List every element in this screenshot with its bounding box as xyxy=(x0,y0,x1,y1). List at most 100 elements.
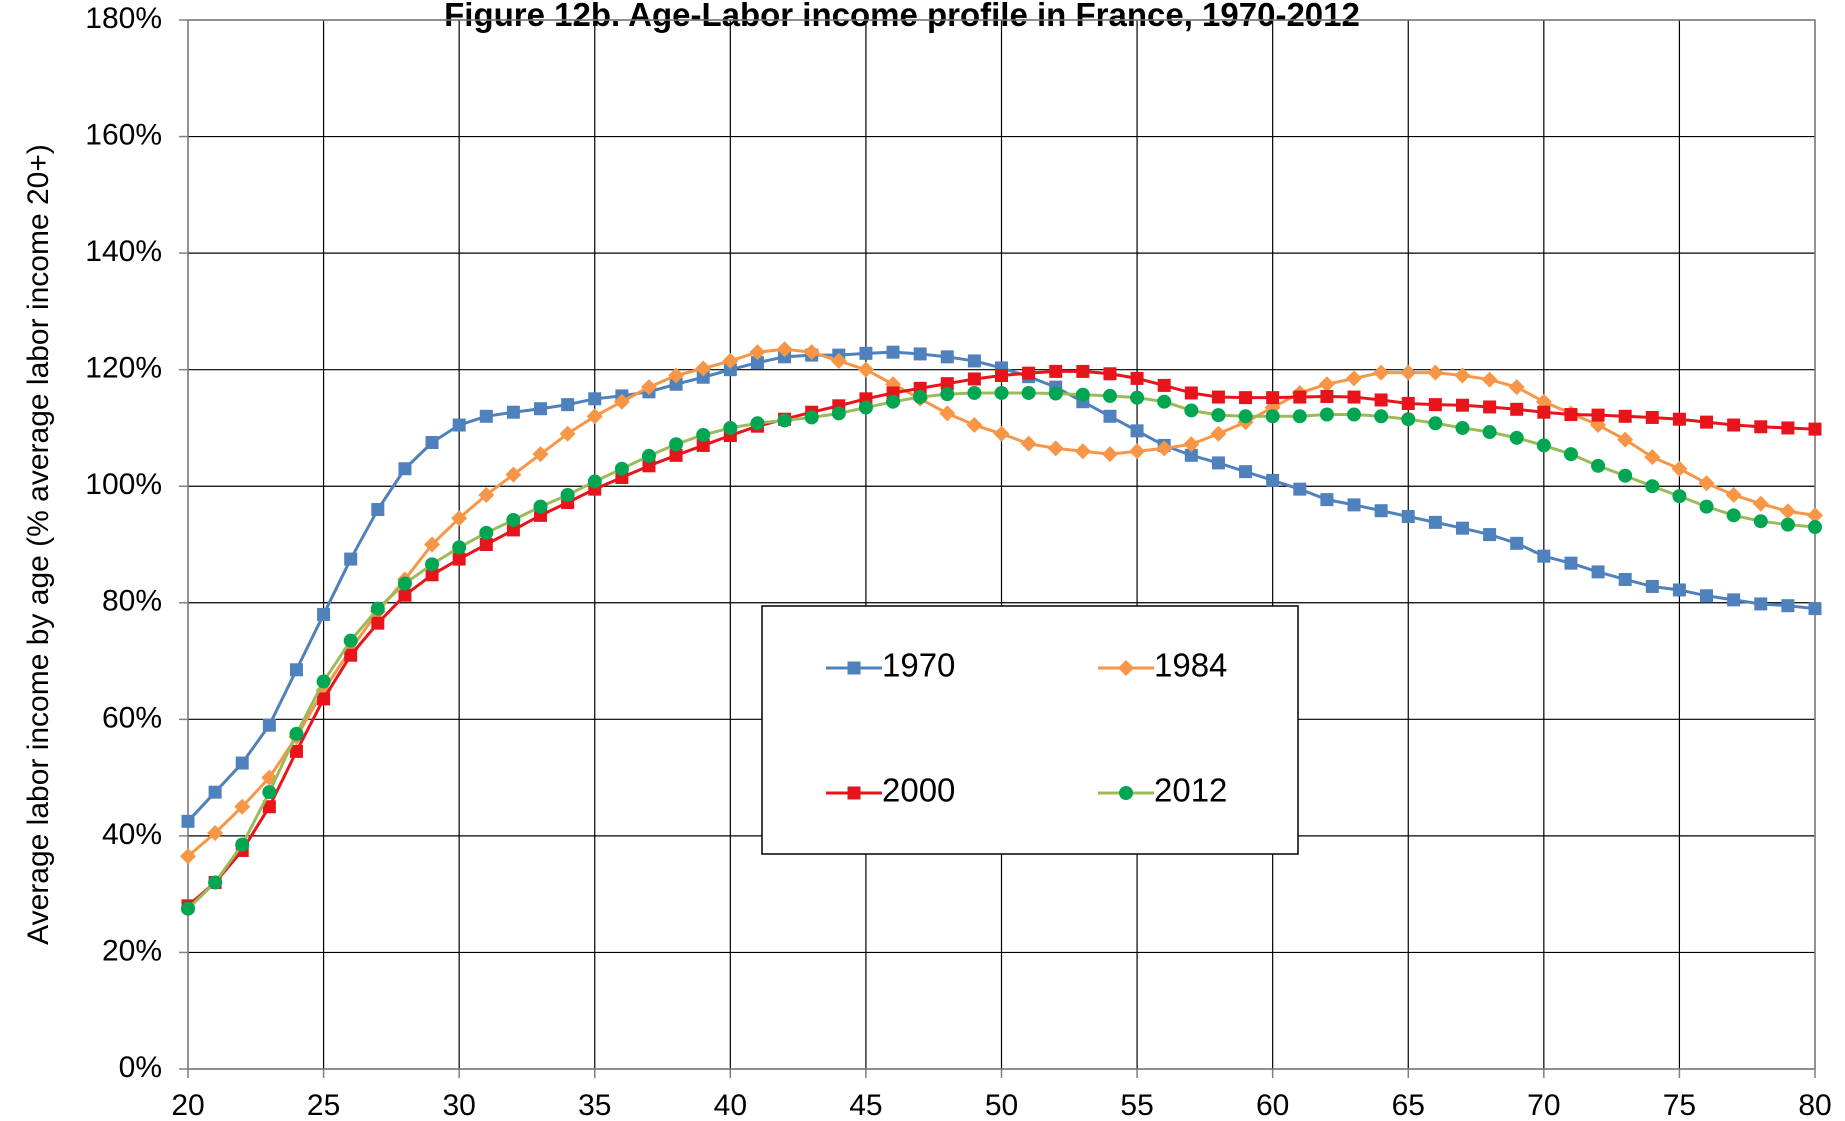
data-point-1984 xyxy=(668,367,685,384)
x-tick-label: 55 xyxy=(1120,1089,1153,1121)
data-point-1984 xyxy=(1346,370,1363,387)
data-point-1984 xyxy=(1671,460,1688,477)
data-point-2012 xyxy=(1211,408,1226,423)
data-point-2000 xyxy=(1727,418,1741,432)
data-point-1984 xyxy=(1752,495,1769,512)
data-point-1970 xyxy=(425,436,439,450)
legend-entry-1984: 1984 xyxy=(1098,647,1227,684)
data-point-2012 xyxy=(1672,489,1687,504)
chart-title: Figure 12b. Age-Labor income profile in … xyxy=(444,0,1360,33)
data-point-1984 xyxy=(613,393,630,410)
data-point-2012 xyxy=(804,410,819,425)
series-1984 xyxy=(180,341,1823,865)
data-point-2012 xyxy=(886,394,901,409)
data-point-1970 xyxy=(1510,536,1524,550)
data-point-2000 xyxy=(317,692,331,706)
data-point-2000 xyxy=(344,648,358,662)
data-point-2000 xyxy=(1564,408,1578,422)
data-point-2012 xyxy=(777,413,792,428)
data-point-2012 xyxy=(316,674,331,689)
data-point-2000 xyxy=(1700,415,1714,429)
data-point-2000 xyxy=(1672,412,1686,426)
data-point-1970 xyxy=(1184,448,1198,462)
data-point-1970 xyxy=(1781,599,1795,613)
data-point-1970 xyxy=(534,402,548,416)
y-axis-title: Average labor income by age (% average l… xyxy=(22,144,55,945)
data-point-1970 xyxy=(696,370,710,384)
data-point-2012 xyxy=(1645,479,1660,494)
data-point-2000 xyxy=(1808,422,1822,436)
data-point-1970 xyxy=(317,607,331,621)
data-point-1984 xyxy=(1318,376,1335,393)
data-point-1984 xyxy=(1698,475,1715,492)
y-tick-label: 60% xyxy=(102,701,162,734)
data-point-1984 xyxy=(505,466,522,483)
data-point-2000 xyxy=(1591,408,1605,422)
data-point-1970 xyxy=(1211,456,1225,470)
data-point-1970 xyxy=(1727,593,1741,607)
data-point-1970 xyxy=(371,503,385,517)
data-point-2000 xyxy=(1645,410,1659,424)
x-tick-label: 40 xyxy=(714,1089,747,1121)
data-point-2012 xyxy=(641,448,656,463)
data-point-2000 xyxy=(1103,367,1117,381)
data-point-2000 xyxy=(967,372,981,386)
data-point-2012 xyxy=(750,416,765,431)
data-point-1970 xyxy=(1428,515,1442,529)
y-tick-label: 40% xyxy=(102,818,162,851)
data-point-2000 xyxy=(1184,386,1198,400)
data-point-2000 xyxy=(1618,409,1632,423)
data-point-2012 xyxy=(1374,409,1389,424)
data-point-1970 xyxy=(1645,579,1659,593)
data-point-1984 xyxy=(722,352,739,369)
data-point-2012 xyxy=(343,633,358,648)
data-point-1984 xyxy=(1427,364,1444,381)
data-point-1970 xyxy=(588,392,602,406)
data-point-2000 xyxy=(425,568,439,582)
data-point-2000 xyxy=(1266,391,1280,405)
data-point-1970 xyxy=(669,377,683,391)
legend-swatch-marker xyxy=(1119,786,1133,800)
data-point-2012 xyxy=(1319,407,1334,422)
data-point-1970 xyxy=(181,814,195,828)
data-point-2000 xyxy=(262,800,276,814)
data-point-2012 xyxy=(1238,409,1253,424)
data-point-1970 xyxy=(452,418,466,432)
data-point-2012 xyxy=(1509,430,1524,445)
data-point-2000 xyxy=(1455,398,1469,412)
data-point-2012 xyxy=(1048,386,1063,401)
data-point-1984 xyxy=(207,824,224,841)
data-point-2000 xyxy=(371,616,385,630)
data-point-2012 xyxy=(587,474,602,489)
data-point-1970 xyxy=(967,354,981,368)
data-point-2012 xyxy=(1618,468,1633,483)
x-tick-label: 45 xyxy=(849,1089,882,1121)
data-point-2012 xyxy=(506,513,521,528)
data-point-1970 xyxy=(262,718,276,732)
data-point-1970 xyxy=(1130,424,1144,438)
legend-swatch-marker xyxy=(847,661,861,675)
data-point-1970 xyxy=(859,346,873,360)
data-point-2000 xyxy=(1293,390,1307,404)
data-point-1970 xyxy=(1483,528,1497,542)
data-point-2012 xyxy=(370,601,385,616)
data-point-1984 xyxy=(695,360,712,377)
x-tick-label: 30 xyxy=(442,1089,475,1121)
data-point-2000 xyxy=(1076,364,1090,378)
legend-entry-2012: 2012 xyxy=(1098,772,1227,809)
data-point-2012 xyxy=(913,390,928,405)
data-point-2012 xyxy=(1563,447,1578,462)
data-point-2012 xyxy=(614,461,629,476)
data-point-1984 xyxy=(1454,367,1471,384)
data-point-2012 xyxy=(1401,412,1416,427)
data-point-1970 xyxy=(208,785,222,799)
data-point-2000 xyxy=(1130,371,1144,385)
series-2012 xyxy=(181,385,1822,916)
data-point-1970 xyxy=(1103,409,1117,423)
y-tick-label: 100% xyxy=(85,468,162,501)
data-point-2012 xyxy=(208,875,223,890)
x-tick-label: 65 xyxy=(1392,1089,1425,1121)
x-tick-label: 80 xyxy=(1798,1089,1831,1121)
data-point-1984 xyxy=(857,361,874,378)
